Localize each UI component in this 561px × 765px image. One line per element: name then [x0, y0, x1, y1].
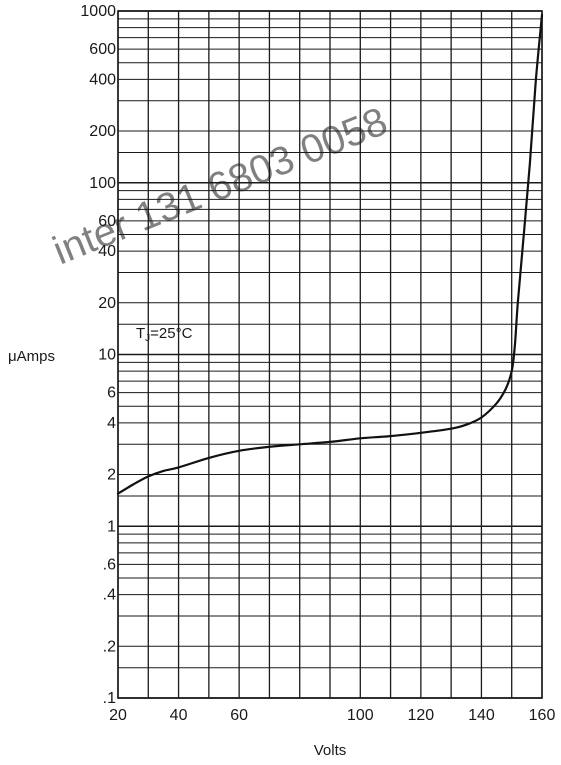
x-tick-label: 140: [468, 707, 495, 724]
y-tick-label: 10: [98, 347, 116, 364]
y-tick-label: 2: [107, 467, 116, 484]
x-tick-label: 40: [170, 707, 188, 724]
y-axis-label: μAmps: [8, 348, 55, 365]
y-tick-label: 400: [89, 71, 116, 88]
x-tick-label: 120: [408, 707, 435, 724]
series-line: [116, 13, 544, 495]
y-tick-label: 60: [98, 213, 116, 230]
y-tick-label: 1000: [80, 3, 116, 20]
grid: [117, 10, 543, 699]
x-tick-label: 20: [109, 707, 127, 724]
plot-frame: [117, 10, 543, 699]
y-tick-label: 20: [98, 295, 116, 312]
x-tick-label: 160: [529, 707, 556, 724]
curve-layer: [116, 13, 544, 495]
temperature-annotation: TJ=25°C: [136, 325, 193, 344]
y-tick-label: 4: [107, 415, 116, 432]
x-tick-label: 100: [347, 707, 374, 724]
y-tick-label: .1: [103, 690, 116, 707]
y-tick-label: .2: [103, 638, 116, 655]
y-tick-label: 100: [89, 175, 116, 192]
y-tick-label: 1: [107, 518, 116, 535]
y-tick-label: 6: [107, 385, 116, 402]
y-tick-label: .4: [103, 587, 116, 604]
y-tick-label: .6: [103, 556, 116, 573]
y-tick-label: 600: [89, 41, 116, 58]
y-tick-label: 40: [98, 243, 116, 260]
y-tick-label: 200: [89, 123, 116, 140]
x-tick-label: 60: [230, 707, 248, 724]
x-axis-label: Volts: [314, 742, 347, 759]
